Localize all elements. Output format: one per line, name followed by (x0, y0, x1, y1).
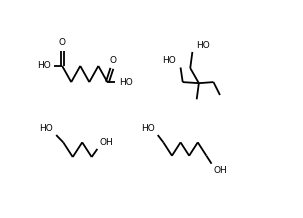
Text: HO: HO (141, 124, 155, 133)
Text: HO: HO (119, 78, 133, 87)
Text: HO: HO (196, 41, 210, 50)
Text: O: O (59, 38, 66, 47)
Text: OH: OH (99, 138, 113, 147)
Text: OH: OH (214, 166, 228, 175)
Text: O: O (109, 56, 116, 65)
Text: HO: HO (37, 61, 51, 70)
Text: HO: HO (162, 56, 176, 65)
Text: HO: HO (39, 124, 53, 133)
